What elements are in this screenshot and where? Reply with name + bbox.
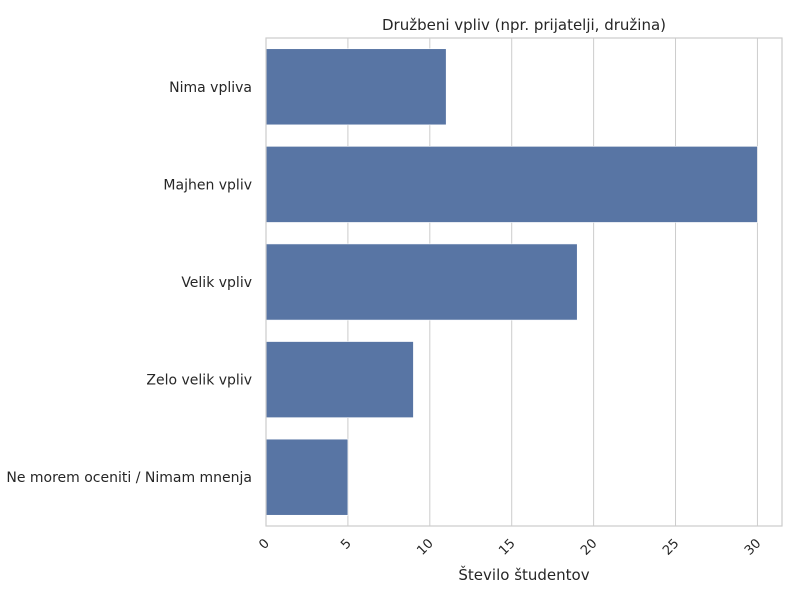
bar-2	[265, 243, 578, 321]
bar-1	[265, 146, 758, 223]
bar-4	[265, 438, 349, 516]
y-tick-label-3: Zelo velik vpliv	[146, 373, 252, 389]
y-tick-label-2: Velik vpliv	[181, 275, 252, 291]
bars	[265, 48, 758, 516]
y-tick-labels: Nima vpliva Majhen vpliv Velik vpliv Zelo v…	[6, 80, 252, 486]
x-axis-label: Število študentov	[458, 565, 589, 584]
y-tick-label-4: Ne morem oceniti / Nimam mnenja	[6, 470, 252, 486]
y-tick-label-0: Nima vpliva	[169, 80, 252, 96]
bar-3	[265, 341, 414, 418]
plot-frame	[265, 37, 783, 527]
y-tick-label-1: Majhen vpliv	[163, 177, 252, 193]
bar-0	[265, 48, 447, 126]
chart-title: Družbeni vpliv (npr. prijatelji, družina…	[382, 16, 666, 34]
